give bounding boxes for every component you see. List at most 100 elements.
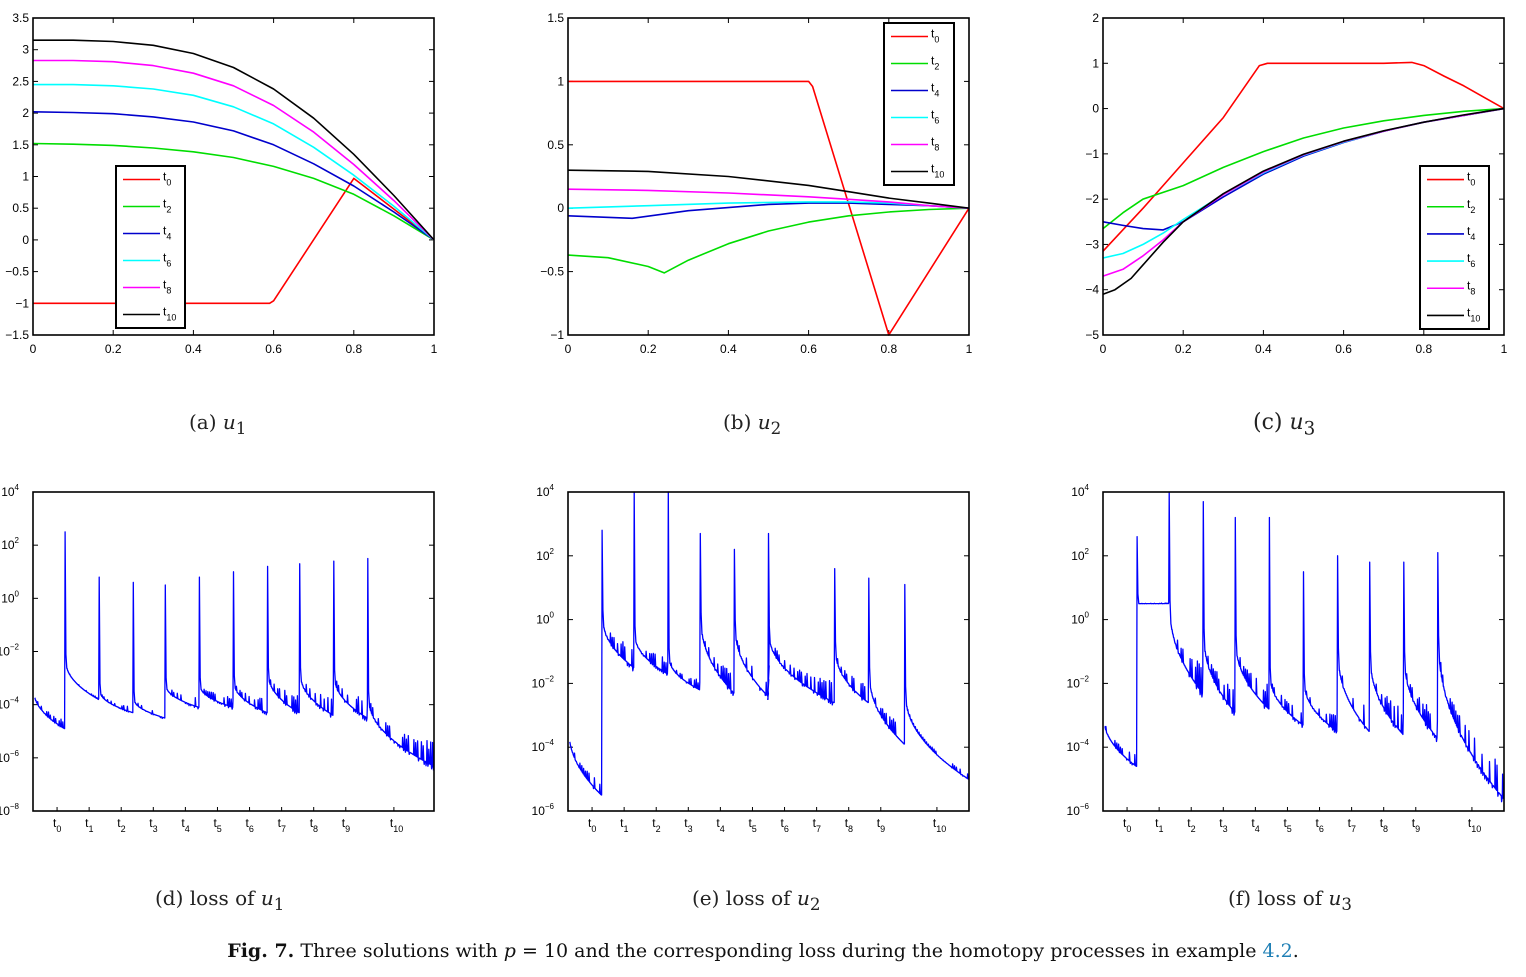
x-tick-label: t6 (1316, 816, 1324, 834)
x-tick-label: 0.2 (105, 342, 122, 356)
series-line-t10 (567, 169, 970, 209)
legend-label-t2: t2 (163, 197, 171, 215)
loss-curve (34, 531, 435, 771)
x-tick-label: 0.8 (1415, 342, 1432, 356)
y-tick-label: 10−6 (0, 749, 20, 765)
y-tick-label: 102 (1, 536, 19, 552)
series-line-t10 (1102, 107, 1505, 295)
series-line-t4 (32, 111, 435, 241)
legend-box (115, 165, 186, 329)
plot-frame-5 (1102, 491, 1505, 812)
figure-caption-ref-link[interactable]: 4.2 (1262, 940, 1293, 962)
x-tick-label: t5 (1283, 816, 1291, 834)
y-tick-label: 10−2 (1067, 674, 1090, 690)
x-tick-label: 0.8 (345, 342, 362, 356)
y-tick-label: −5 (1085, 328, 1099, 342)
y-tick-label: 1 (1092, 56, 1099, 70)
x-tick-label: 0.8 (880, 342, 897, 356)
subcaption-e: (e) loss of u2 (692, 886, 820, 914)
y-tick-label: 104 (536, 483, 554, 499)
series-line-t8 (567, 188, 970, 209)
subcaption-d-sub: 1 (273, 895, 285, 914)
subcaption-a-sub: 1 (235, 419, 247, 438)
y-tick-label: 100 (536, 611, 554, 627)
x-tick-label: t7 (813, 816, 821, 834)
x-tick-label: t10 (933, 816, 946, 834)
x-tick-label: t6 (246, 816, 254, 834)
legend-label-t4: t4 (163, 224, 171, 242)
series-line-t8 (33, 59, 435, 241)
x-tick-label: t3 (684, 816, 692, 834)
series-line-t10 (33, 39, 435, 241)
x-tick-label: t8 (310, 816, 318, 834)
x-tick-label: t4 (181, 816, 189, 834)
x-tick-label: 0 (565, 342, 572, 356)
x-tick-label: t0 (1123, 816, 1131, 834)
y-tick-label: 102 (1071, 547, 1089, 563)
y-tick-label: 100 (1, 589, 19, 605)
subcaption-e-sub: 2 (809, 895, 821, 914)
y-tick-label: −1 (15, 296, 29, 310)
subcaption-a-tag: (a) (189, 410, 217, 434)
subcaption-b-sub: 2 (770, 419, 782, 438)
x-tick-label: t10 (1468, 816, 1481, 834)
x-tick-label: t2 (117, 816, 125, 834)
x-tick-label: t10 (390, 816, 403, 834)
legend-box (883, 22, 955, 186)
legend-label-t6: t6 (931, 108, 939, 126)
y-tick-label: 2 (1092, 11, 1099, 25)
legend-label-t8: t8 (163, 278, 171, 296)
figure-caption-eq: = 10 (515, 940, 569, 962)
subcaption-d-tag: (d) loss of (155, 886, 255, 910)
y-tick-label: 10−4 (532, 738, 555, 754)
subcaption-f: (f) loss of u3 (1228, 886, 1352, 914)
series-line-t0 (33, 177, 435, 305)
legend-label-t8: t8 (1467, 278, 1475, 296)
figure-caption-label: Fig. 7. (227, 940, 295, 962)
y-tick-label: 10−6 (1067, 802, 1090, 818)
y-tick-label: −1 (1085, 147, 1099, 161)
loss-curve (1104, 491, 1504, 803)
x-tick-label: 1 (431, 342, 438, 356)
y-tick-label: 102 (536, 547, 554, 563)
series-line-t0 (1102, 61, 1505, 252)
figure-caption-text-after: and the corresponding loss during the ho… (568, 940, 1263, 962)
y-tick-label: 3 (22, 43, 29, 57)
legend-label-t0: t0 (163, 170, 171, 188)
figure-caption-param: p (503, 940, 516, 962)
y-tick-label: 10−8 (0, 802, 20, 818)
x-tick-label: 0.2 (640, 342, 657, 356)
x-tick-label: t7 (278, 816, 286, 834)
y-tick-label: 100 (1071, 611, 1089, 627)
subcaption-e-tag: (e) loss of (692, 886, 791, 910)
x-tick-label: 1 (1501, 342, 1508, 356)
x-tick-label: t9 (1412, 816, 1420, 834)
x-tick-label: 0.6 (1335, 342, 1352, 356)
x-tick-label: t7 (1348, 816, 1356, 834)
x-tick-label: t2 (1187, 816, 1195, 834)
figure-caption-text: Three solutions with (294, 940, 504, 962)
x-tick-label: t1 (620, 816, 628, 834)
x-tick-label: 0.4 (720, 342, 737, 356)
y-tick-label: −0.5 (5, 265, 29, 279)
chart-loss-u1: 10−8 10−6 10−4 10−2 100 102 104 t0 t1 t2 t3 t4 t5 t6 t… (0, 483, 435, 834)
subcaption-b-tag: (b) (723, 410, 752, 434)
subcaption-d: (d) loss of u1 (155, 886, 284, 914)
x-tick-label: t5 (213, 816, 221, 834)
subcaption-f-sub: 3 (1341, 895, 1352, 914)
y-tick-label: 3.5 (12, 11, 29, 25)
x-tick-label: 0.4 (1255, 342, 1272, 356)
y-tick-label: 10−6 (532, 802, 555, 818)
y-tick-label: −4 (1085, 283, 1099, 297)
x-tick-label: 0.4 (185, 342, 202, 356)
y-tick-label: −1 (550, 328, 564, 342)
x-tick-label: t5 (748, 816, 756, 834)
plot-frame-1 (567, 17, 970, 336)
x-tick-label: 0 (30, 342, 37, 356)
x-tick-label: t3 (149, 816, 157, 834)
chart-loss-u2: 10−6 10−4 10−2 100 102 104 t0 t1 t2 t3 t4 t5 t6 t7 t8 t… (532, 483, 970, 834)
series-line-t2 (567, 207, 970, 274)
y-tick-label: 1 (22, 170, 29, 184)
